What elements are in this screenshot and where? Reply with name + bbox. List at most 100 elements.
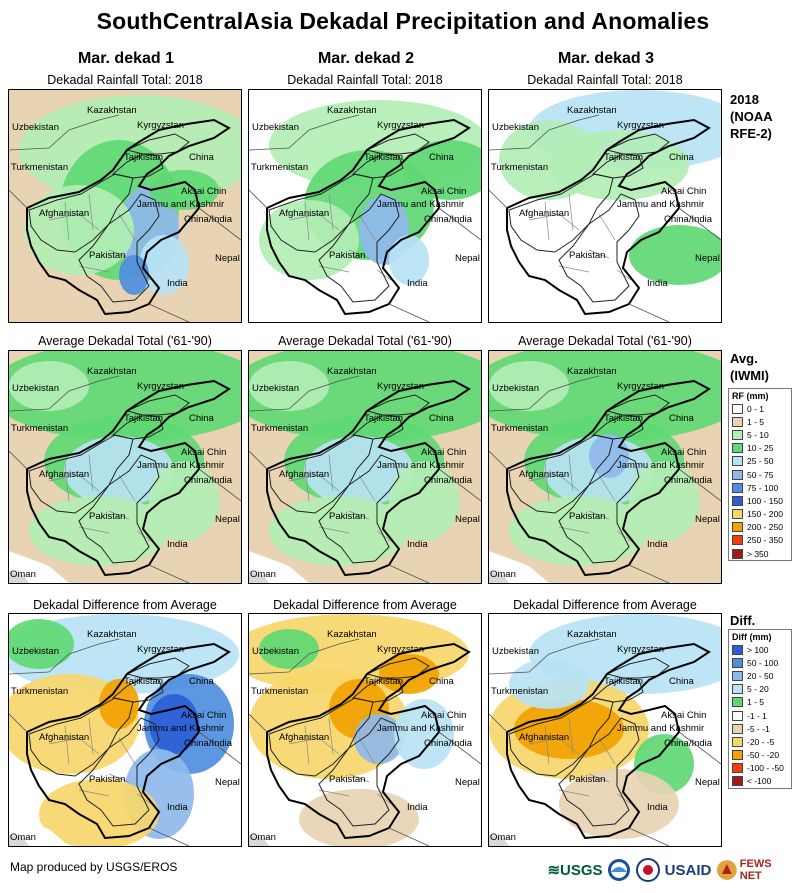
rainfall-legend-label: 10 - 25 [747,443,774,454]
region-outline [506,379,711,577]
map-label-tajikistan: Tajikistan [604,676,644,687]
map-label-india: India [647,278,668,289]
map-label-uzbekistan: Uzbekistan [252,646,299,657]
difference-legend-swatch [732,657,743,668]
difference-legend-label: -20 - -5 [747,736,775,747]
map-label-nepal: Nepal [455,777,480,788]
map-label-uzbekistan: Uzbekistan [12,122,59,133]
map-label-pakistan: Pakistan [569,250,606,261]
map-label-kazakhstan: Kazakhstan [327,629,377,640]
usaid-seal-icon [636,857,660,883]
precip-region [389,461,459,541]
map-label-afghanistan: Afghanistan [519,469,570,480]
map-label-kazakhstan: Kazakhstan [87,629,137,640]
precip-region [354,714,404,764]
map-label-tajikistan: Tajikistan [364,152,404,163]
map-label-aksai-chin: Aksai Chin [661,186,707,197]
map-label-afghanistan: Afghanistan [279,732,330,743]
rainfall-legend-item: > 350 [729,547,791,560]
panel-title-difference-dekad-3: Dekadal Difference from Average [513,598,697,612]
precip-region [299,789,419,846]
rainfall-legend-label: 150 - 200 [747,509,783,520]
map-label-turkmenistan: Turkmenistan [491,686,549,697]
map-label-oman: Oman [250,832,276,843]
map-label-kyrgyzstan: Kyrgyzstan [137,381,184,392]
map-label-india: India [167,278,188,289]
map-label-tajikistan: Tajikistan [604,413,644,424]
rainfall-legend-label: 5 - 10 [747,429,769,440]
precip-region [39,779,159,846]
panel-title-average-dekad-2: Average Dekadal Total ('61-'90) [278,334,452,348]
difference-legend-label: -5 - -1 [747,723,770,734]
rainfall-legend-item: 100 - 150 [729,494,791,507]
map-label-nepal: Nepal [695,514,720,525]
precip-region [9,361,89,411]
rainfall-legend-item: 75 - 100 [729,481,791,494]
map-label-pakistan: Pakistan [329,511,366,522]
map-label-pakistan: Pakistan [89,511,126,522]
map-difference-dekad-2: Kazakhstan Uzbekistan Kyrgyzstan Tajikistan… [248,613,482,847]
rainfall-legend-swatch [732,429,743,440]
rainfall-legend-swatch [732,535,743,546]
region-outline [26,379,231,577]
map-label-china-india: China/India [424,475,473,486]
precip-region [404,140,481,200]
map-label-kyrgyzstan: Kyrgyzstan [137,120,184,131]
usaid-logo: USAID [664,861,712,879]
precip-region [629,461,699,541]
rainfall-legend-item: 200 - 250 [729,521,791,534]
difference-legend-label: < -100 [747,776,772,787]
map-label-china-india: China/India [184,214,233,225]
map-label-aksai-chin: Aksai Chin [181,447,227,458]
map-label-aksai-chin: Aksai Chin [181,710,227,721]
map-average-dekad-1: Kazakhstan Uzbekistan Kyrgyzstan Tajikistan… [8,350,242,584]
rainfall-legend-swatch [732,548,743,559]
rainfall-legend-swatch [732,509,743,520]
region-outline [506,118,711,316]
rainfall-legend-item: 150 - 200 [729,508,791,521]
map-label-kazakhstan: Kazakhstan [567,105,617,116]
map-difference-dekad-1: Kazakhstan Uzbekistan Kyrgyzstan Tajikistan… [8,613,242,847]
map-difference-dekad-3: Kazakhstan Uzbekistan Kyrgyzstan Tajikistan… [488,613,722,847]
rainfall-legend-swatch [732,456,743,467]
map-label-pakistan: Pakistan [329,250,366,261]
usgs-logo: ≋ USGS [547,861,603,880]
map-label-china-india: China/India [424,214,473,225]
map-label-nepal: Nepal [455,514,480,525]
difference-legend-label: 50 - 100 [747,657,779,668]
precip-region [9,280,109,322]
map-label-china-india: China/India [424,738,473,749]
rainfall-legend-swatch [732,482,743,493]
difference-legend-swatch [732,670,743,681]
precip-region [389,235,429,285]
map-label-tajikistan: Tajikistan [604,152,644,163]
map-label-china: China [189,676,214,687]
precip-region [149,694,199,754]
map-label-pakistan: Pakistan [329,774,366,785]
difference-legend-item: -1 - 1 [729,709,791,722]
difference-legend-swatch [732,750,743,761]
rainfall-legend-swatch [732,469,743,480]
region-outline [26,118,231,316]
column-header-dekad-1: Mar. dekad 1 [77,50,175,67]
map-label-china: China [189,413,214,424]
difference-legend-item: -100 - -50 [729,762,791,775]
map-label-uzbekistan: Uzbekistan [12,383,59,394]
precip-region [629,225,721,285]
map-label-turkmenistan: Turkmenistan [251,423,309,434]
region-outline [266,642,471,840]
difference-legend-item: -50 - -20 [729,749,791,762]
map-label-jammu-kashmir: Jammu and Kashmir [617,199,705,210]
difference-legend-label: 20 - 50 [747,670,774,681]
panel-title-difference-dekad-1: Dekadal Difference from Average [33,598,217,612]
map-label-uzbekistan: Uzbekistan [252,383,299,394]
rainfall-legend-label: 50 - 75 [747,469,774,480]
difference-legend-item: 20 - 50 [729,669,791,682]
map-label-uzbekistan: Uzbekistan [12,646,59,657]
difference-legend-swatch [732,736,743,747]
map-label-china-india: China/India [184,475,233,486]
map-label-india: India [407,278,428,289]
map-label-nepal: Nepal [215,514,240,525]
precip-region [64,436,174,506]
difference-legend-label: 5 - 20 [747,684,769,695]
